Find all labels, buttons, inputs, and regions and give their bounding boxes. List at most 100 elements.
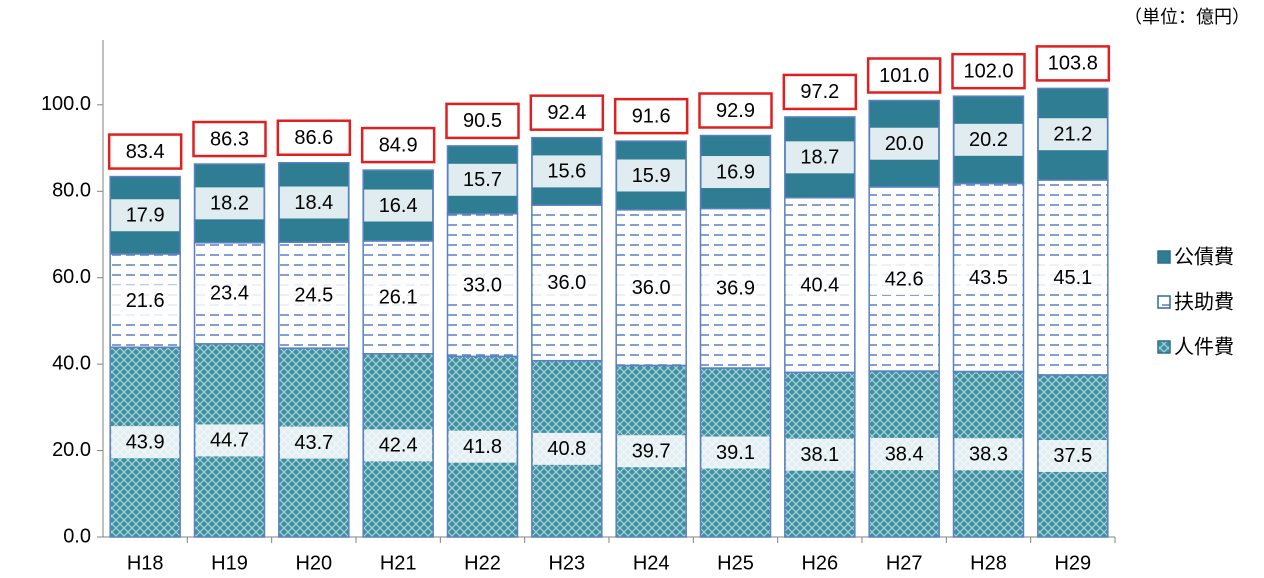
x-tick-label: H27 [886, 552, 923, 574]
label-box [870, 438, 939, 471]
data-label: 33.0 [463, 274, 502, 296]
legend-swatch [1157, 250, 1171, 264]
label-box [1038, 439, 1107, 472]
total-box [445, 102, 520, 140]
data-label: 41.8 [463, 436, 502, 458]
y-tick-label: 60.0 [52, 266, 91, 288]
total-box [529, 94, 605, 131]
label-box [195, 424, 264, 457]
x-tick-label: H20 [295, 552, 332, 574]
data-label: 42.6 [885, 268, 924, 290]
total-label: 101.0 [879, 65, 929, 87]
data-label: 38.4 [885, 443, 924, 465]
total-box [276, 119, 352, 156]
data-label: 21.6 [126, 290, 165, 312]
data-label: 20.0 [885, 133, 924, 155]
y-tick-label: 0.0 [63, 525, 91, 547]
label-box [532, 432, 601, 465]
total-box [192, 120, 267, 158]
total-box [613, 97, 689, 135]
data-label: 36.0 [547, 272, 586, 294]
total-label: 83.4 [126, 141, 165, 163]
total-box [866, 57, 942, 94]
label-box [785, 141, 854, 174]
data-label: 44.7 [210, 430, 249, 452]
label-box [954, 438, 1023, 471]
total-box [107, 133, 183, 170]
label-box [532, 155, 601, 188]
total-label: 92.9 [716, 100, 755, 122]
label-box [870, 127, 939, 160]
total-box [951, 52, 1026, 90]
x-tick-label: H22 [464, 552, 501, 574]
label-box [448, 430, 517, 463]
data-label: 39.7 [632, 440, 671, 462]
data-label: 36.9 [716, 278, 755, 300]
label-box [954, 123, 1023, 156]
label-box [785, 269, 854, 302]
data-label: 20.2 [969, 129, 1008, 151]
x-tick-label: H23 [548, 552, 585, 574]
data-label: 16.9 [716, 161, 755, 183]
x-tick-label: H24 [633, 552, 670, 574]
data-label: 43.5 [969, 267, 1008, 289]
label-box [701, 156, 770, 189]
label-box [364, 281, 433, 314]
total-label: 84.9 [379, 134, 418, 156]
data-label: 15.9 [632, 165, 671, 187]
label-box [701, 272, 770, 305]
legend-swatch [1157, 340, 1171, 354]
legend-swatch [1157, 295, 1171, 309]
x-tick-label: H29 [1054, 552, 1091, 574]
data-label: 40.8 [547, 438, 586, 460]
total-label: 91.6 [632, 105, 671, 127]
x-tick-label: H25 [717, 552, 754, 574]
total-label: 90.5 [463, 110, 502, 132]
label-box [617, 271, 686, 304]
label-box [448, 163, 517, 196]
total-label: 103.8 [1048, 53, 1098, 75]
y-tick-label: 40.0 [52, 352, 91, 374]
total-label: 102.0 [963, 60, 1013, 82]
total-label: 86.3 [210, 128, 249, 150]
label-box [279, 426, 348, 459]
data-label: 18.2 [210, 193, 249, 215]
data-label: 23.4 [210, 283, 249, 305]
data-label: 18.7 [800, 147, 839, 169]
label-box [364, 189, 433, 222]
total-box [1035, 45, 1111, 82]
legend-label: 公債費 [1174, 245, 1234, 268]
x-tick-label: H28 [970, 552, 1007, 574]
label-box [785, 438, 854, 471]
label-box [701, 436, 770, 469]
label-box [111, 284, 180, 317]
y-tick-label: 20.0 [52, 439, 91, 461]
total-label: 92.4 [547, 102, 586, 124]
total-box [698, 92, 773, 129]
data-label: 43.7 [294, 432, 333, 454]
label-box [1038, 118, 1107, 151]
label-box [617, 435, 686, 468]
data-label: 36.0 [632, 277, 671, 299]
data-label: 43.9 [126, 431, 165, 453]
label-box [448, 269, 517, 302]
x-tick-label: H21 [380, 552, 417, 574]
label-box [111, 426, 180, 459]
data-label: 15.6 [547, 161, 586, 183]
data-label: 24.5 [294, 284, 333, 306]
data-label: 15.7 [463, 169, 502, 191]
data-label: 37.5 [1053, 445, 1092, 467]
label-box [195, 187, 264, 220]
x-tick-label: H18 [127, 552, 164, 574]
data-label: 45.1 [1053, 267, 1092, 289]
legend-label: 人件費 [1174, 335, 1234, 358]
legend-label: 扶助費 [1174, 290, 1234, 313]
total-box [782, 73, 858, 111]
y-tick-label: 100.0 [41, 93, 91, 115]
data-label: 18.4 [294, 192, 333, 214]
total-box [360, 126, 436, 164]
label-box [279, 186, 348, 219]
label-box [954, 261, 1023, 294]
label-box [195, 277, 264, 310]
unit-note: （単位：億円） [1124, 7, 1250, 27]
